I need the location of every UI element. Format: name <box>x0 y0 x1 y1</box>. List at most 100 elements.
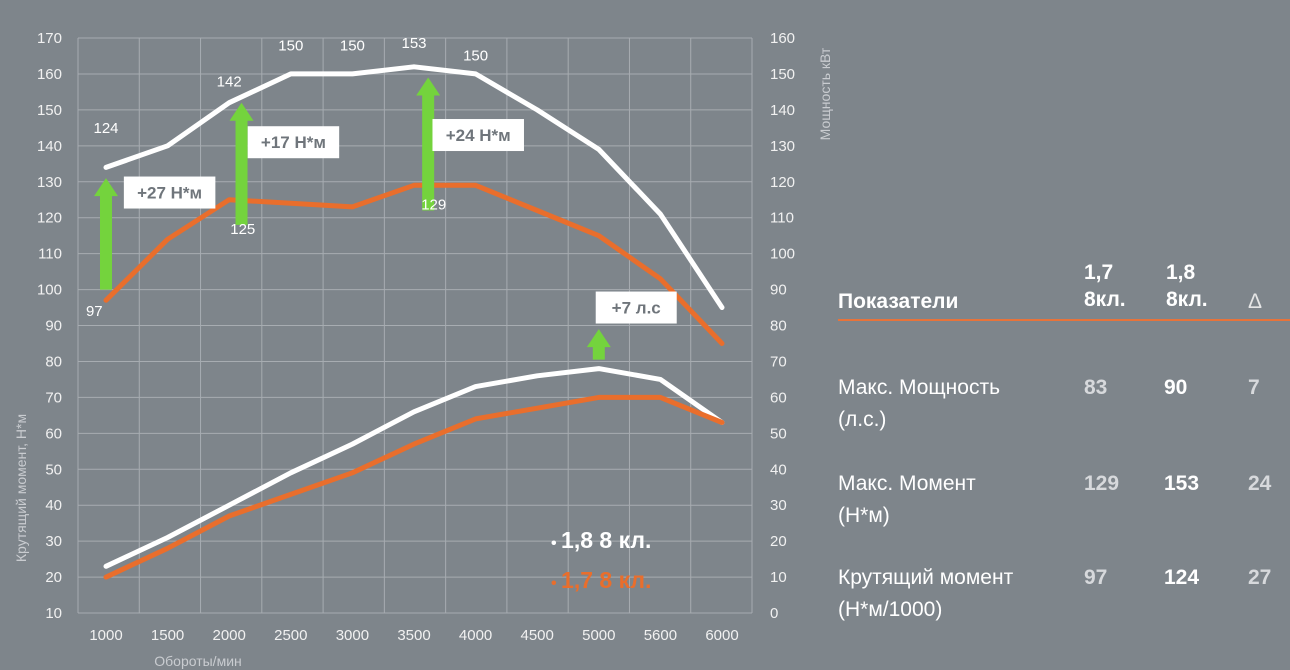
table-header-1-8: 1,8 8кл. <box>1166 261 1208 311</box>
data-label: 150 <box>463 47 488 64</box>
data-label: 150 <box>278 38 303 55</box>
right-y-tick-label: 110 <box>770 210 794 227</box>
row-max-power-delta: 7 <box>1248 376 1260 399</box>
left-y-tick-label: 170 <box>37 30 62 47</box>
series-line-power-1-7 <box>103 394 725 580</box>
data-label: 150 <box>340 38 365 55</box>
series-line-power-1-8 <box>103 366 725 569</box>
x-tick-label: 2500 <box>274 627 307 644</box>
row-max-power-1-8: 90 <box>1164 376 1188 399</box>
gain-arrow <box>94 178 118 290</box>
left-y-axis-ticks: 10 20 30 40 50 60 70 80 90 100 110 120 130 140 150 160 1… <box>37 30 62 622</box>
left-y-tick-label: 100 <box>37 282 62 299</box>
left-y-axis-title: Крутящий момент, Н*м <box>13 414 29 562</box>
right-y-tick-label: 60 <box>770 389 787 406</box>
left-y-tick-label: 50 <box>45 461 62 478</box>
gain-callout-text: +7 л.с <box>612 299 661 318</box>
left-y-tick-label: 10 <box>45 605 62 622</box>
series-line-torque-1-7 <box>103 182 725 346</box>
left-y-tick-label: 90 <box>45 318 62 335</box>
x-tick-label: 5000 <box>582 627 615 644</box>
x-tick-label: 3500 <box>397 627 430 644</box>
right-y-tick-label: 30 <box>770 497 787 514</box>
right-y-tick-label: 150 <box>770 66 795 83</box>
x-tick-label: 3000 <box>336 627 369 644</box>
right-y-tick-label: 70 <box>770 353 787 370</box>
left-y-tick-label: 40 <box>45 497 62 514</box>
row-torque-1-8: 124 <box>1164 566 1200 589</box>
data-label: 124 <box>93 120 118 137</box>
chart-grid <box>77 37 753 614</box>
x-tick-label: 4500 <box>521 627 554 644</box>
right-y-tick-label: 20 <box>770 533 787 550</box>
row-max-power-label: Макс. Мощность (л.с.) <box>838 376 1001 431</box>
data-label: 153 <box>401 35 426 52</box>
chart-callouts: +27 Н*м +17 Н*м +24 Н*м +7 л.с <box>94 77 677 360</box>
table-header-delta: Δ <box>1248 290 1263 313</box>
left-y-tick-label: 80 <box>45 353 62 370</box>
gain-callout-text: +27 Н*м <box>137 184 202 203</box>
gain-callout-box <box>123 176 216 209</box>
right-y-tick-label: 120 <box>770 174 795 191</box>
right-y-tick-label: 80 <box>770 318 787 335</box>
gain-callout-text: +24 Н*м <box>446 126 511 145</box>
gain-callout-box <box>595 291 677 324</box>
row-torque-label: Крутящий момент (Н*м/1000) <box>838 566 1014 621</box>
left-y-tick-label: 120 <box>37 210 62 227</box>
row-max-torque-label: Макс. Момент (Н*м) <box>838 472 976 527</box>
data-label: 129 <box>421 196 446 213</box>
gain-arrow <box>416 77 441 211</box>
gain-arrow <box>229 102 254 225</box>
table-header-1-7: 1,7 8кл. <box>1084 261 1126 311</box>
x-tick-label: 6000 <box>705 627 738 644</box>
row-torque-delta: 27 <box>1248 566 1272 589</box>
left-y-tick-label: 130 <box>37 174 62 191</box>
left-y-tick-label: 110 <box>38 246 62 263</box>
left-y-tick-label: 140 <box>37 138 62 155</box>
x-tick-label: 5600 <box>644 627 677 644</box>
right-y-tick-label: 0 <box>770 605 778 622</box>
table-header-divider <box>838 319 1290 321</box>
right-y-tick-label: 160 <box>770 30 795 47</box>
data-label: 125 <box>230 221 255 238</box>
legend-item-1-7: • 1,7 8 кл. <box>551 567 651 593</box>
left-y-tick-label: 160 <box>37 66 62 83</box>
left-y-tick-label: 30 <box>45 533 62 550</box>
legend-item-1-8: • 1,8 8 кл. <box>551 527 651 553</box>
row-max-power-1-7: 83 <box>1084 376 1108 399</box>
gain-callout-box <box>432 119 524 152</box>
row-max-torque-1-8: 153 <box>1164 472 1200 495</box>
data-label: 142 <box>217 74 242 91</box>
gain-callout-text: +17 Н*м <box>261 133 326 152</box>
right-y-tick-label: 50 <box>770 425 787 442</box>
x-axis-title: Обороты/мин <box>154 653 242 669</box>
x-axis-ticks: 1000 1500 2000 2500 3000 3500 4000 4500 5000 5600… <box>89 627 738 644</box>
chart-legend: • 1,8 8 кл. • 1,7 8 кл. <box>551 527 651 593</box>
row-max-torque-delta: 24 <box>1248 472 1272 495</box>
right-y-tick-label: 90 <box>770 282 787 299</box>
row-torque-1-7: 97 <box>1084 566 1108 589</box>
left-y-tick-label: 20 <box>45 569 62 586</box>
table-header-indicators: Показатели <box>838 290 959 313</box>
x-tick-label: 2000 <box>213 627 246 644</box>
data-label: 97 <box>86 303 103 320</box>
row-max-torque-1-7: 129 <box>1084 472 1120 495</box>
chart-data-labels: 124 142 150 150 153 150 97 125 129 <box>86 35 488 320</box>
x-tick-label: 4000 <box>459 627 492 644</box>
right-y-tick-label: 100 <box>770 246 795 263</box>
x-tick-label: 1000 <box>89 627 122 644</box>
right-y-tick-label: 140 <box>770 102 795 119</box>
right-y-tick-label: 10 <box>770 569 787 586</box>
right-y-axis-ticks: 0 10 20 30 40 50 60 70 80 90 100 110 120 130 140 150 160 <box>770 30 795 622</box>
gain-arrow <box>586 329 611 360</box>
right-y-axis-title: Мощность кВт <box>817 47 833 140</box>
chart-series <box>103 64 725 580</box>
right-y-tick-label: 130 <box>770 138 795 155</box>
x-tick-label: 1500 <box>151 627 184 644</box>
gain-callout-box <box>247 126 340 159</box>
series-line-torque-1-8 <box>103 64 725 310</box>
left-y-tick-label: 150 <box>37 102 62 119</box>
right-y-tick-label: 40 <box>770 461 787 478</box>
left-y-tick-label: 70 <box>45 389 62 406</box>
